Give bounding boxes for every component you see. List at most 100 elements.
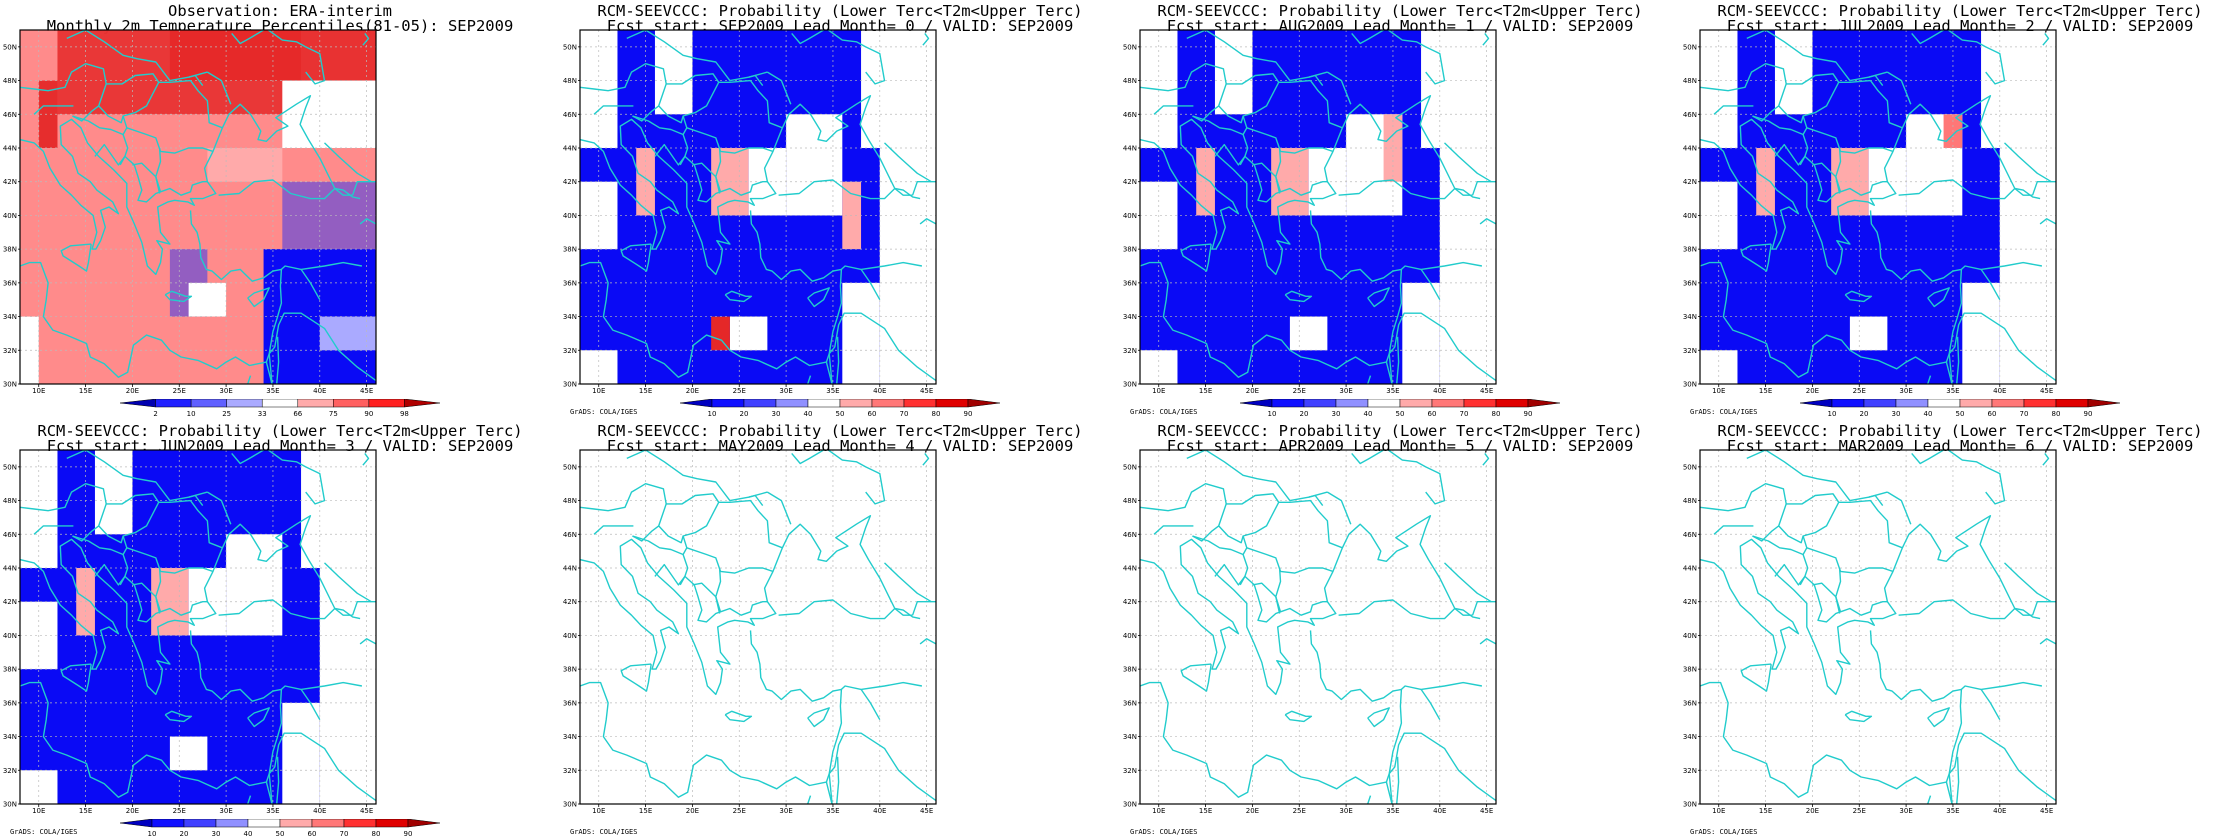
coastline (2014, 187, 2041, 200)
colorbar-label: 70 (900, 410, 909, 418)
colorbar-swatch (311, 819, 345, 828)
lon-label: 30E (1899, 387, 1912, 395)
probability-cell (729, 316, 768, 351)
colorbar-label: 10 (148, 830, 157, 838)
coastline (911, 180, 936, 196)
lat-label: 42N (563, 598, 577, 606)
lon-label: 10E (1712, 807, 1725, 815)
lat-label: 38N (1123, 666, 1137, 674)
coastline (268, 353, 273, 384)
coastline (593, 525, 634, 535)
lon-label: 30E (1899, 807, 1912, 815)
coastline (1218, 493, 1280, 544)
coastline (580, 94, 896, 276)
coastline (1700, 514, 2016, 696)
lon-label: 45E (920, 387, 933, 395)
lon-label: 20E (686, 807, 699, 815)
lat-label: 32N (1683, 347, 1697, 355)
coastline (626, 30, 768, 82)
shaded-cells (1140, 30, 1496, 384)
colorbar: 2 10 25 33 66 75 90 98 (119, 399, 441, 418)
coastline (1482, 32, 1490, 46)
coastline (1700, 63, 1787, 122)
lat-label: 30N (1683, 381, 1697, 389)
grid-lines (1140, 450, 1496, 805)
coastline (20, 63, 107, 122)
coastline (1956, 756, 1960, 804)
lat-label: 42N (1683, 598, 1697, 606)
lat-label: 48N (1123, 77, 1137, 85)
lon-label: 15E (1199, 387, 1212, 395)
lon-label: 15E (1759, 807, 1772, 815)
coastline (1700, 94, 2016, 276)
grid-lines (20, 30, 376, 385)
lon-label: 10E (1152, 387, 1165, 395)
coastline (1246, 547, 1334, 574)
coastline (860, 689, 881, 721)
coastline (1778, 493, 1840, 544)
colorbar: 10 20 30 40 50 60 70 80 90 (119, 819, 441, 838)
colorbar-label: 66 (293, 410, 302, 418)
forecast-panel-lead-2: RCM-SEEVCCC: Probability (Lower Terc<T2m… (1680, 0, 2240, 420)
lat-label: 34N (563, 733, 577, 741)
colorbar-label: 70 (1460, 410, 1469, 418)
panel-title: RCM-SEEVCCC: Probability (Lower Terc<T2m… (37, 422, 523, 440)
coastline (1388, 732, 1496, 802)
lon-label: 40E (313, 387, 326, 395)
coastline (1911, 30, 1944, 45)
lat-label: 34N (1683, 733, 1697, 741)
coastline (66, 30, 208, 82)
lat-label: 34N (1123, 733, 1137, 741)
coastline (692, 582, 721, 614)
lon-label: 20E (1246, 807, 1259, 815)
lon-label: 40E (1433, 387, 1446, 395)
lat-label: 40N (1683, 632, 1697, 640)
forecast-panel-lead-0: RCM-SEEVCCC: Probability (Lower Terc<T2m… (560, 0, 1120, 420)
coastline (20, 210, 283, 378)
coastline (1956, 336, 1960, 384)
coastline (98, 493, 160, 544)
lat-label: 36N (563, 699, 577, 707)
coastline (807, 707, 830, 728)
probability-cell (879, 114, 936, 384)
coastline (72, 115, 124, 136)
coastline (654, 143, 768, 203)
coastline (1746, 30, 1888, 82)
coastline (828, 312, 936, 382)
lon-label: 40E (873, 387, 886, 395)
lat-label: 46N (1123, 531, 1137, 539)
lat-label: 44N (563, 145, 577, 153)
colorbar-swatch (1927, 399, 1961, 408)
colorbar-swatch (711, 399, 745, 408)
lon-label: 35E (1946, 807, 1959, 815)
lat-label: 44N (1123, 145, 1137, 153)
colorbar-swatch (1863, 399, 1897, 408)
lat-label: 34N (3, 313, 17, 321)
colorbar-label: 75 (329, 410, 338, 418)
grads-credit: GrADS: COLA/IGES (1130, 828, 1198, 836)
coastline (2039, 218, 2056, 225)
coastline (267, 30, 326, 85)
coastline (894, 187, 921, 200)
lat-label: 38N (563, 246, 577, 254)
coastline (827, 30, 886, 85)
probability-cell (1402, 282, 1440, 384)
lon-label: 15E (1759, 387, 1772, 395)
coastline (1180, 243, 1212, 272)
coastline (724, 710, 753, 723)
lon-label: 40E (873, 807, 886, 815)
lon-label: 30E (1339, 807, 1352, 815)
coastline (362, 32, 370, 46)
plot-frame (1699, 29, 2057, 385)
plot-frame (19, 449, 377, 805)
coastline (894, 187, 913, 196)
coastline (207, 71, 232, 105)
coastline (1471, 600, 1496, 616)
coastline (1327, 491, 1352, 525)
colorbar-swatch (1431, 399, 1465, 408)
lat-label: 40N (3, 632, 17, 640)
lon-label: 10E (1152, 807, 1165, 815)
coastlines (580, 30, 936, 384)
coastline (767, 491, 792, 525)
lat-label: 50N (1123, 43, 1137, 51)
